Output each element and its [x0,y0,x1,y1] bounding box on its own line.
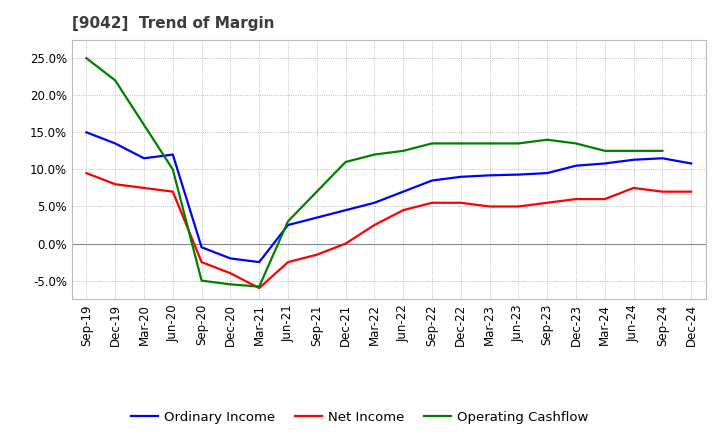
Net Income [399,208,408,213]
Operating Cashflow [111,78,120,83]
Operating Cashflow [370,152,379,157]
Net Income [687,189,696,194]
Operating Cashflow [543,137,552,143]
Net Income [456,200,465,205]
Operating Cashflow [255,284,264,289]
Ordinary Income [629,157,638,162]
Ordinary Income [284,222,292,227]
Ordinary Income [140,156,148,161]
Ordinary Income [572,163,580,169]
Operating Cashflow [485,141,494,146]
Net Income [658,189,667,194]
Operating Cashflow [514,141,523,146]
Operating Cashflow [629,148,638,154]
Operating Cashflow [82,55,91,61]
Net Income [168,189,177,194]
Legend: Ordinary Income, Net Income, Operating Cashflow: Ordinary Income, Net Income, Operating C… [126,405,594,429]
Line: Ordinary Income: Ordinary Income [86,132,691,262]
Net Income [572,196,580,202]
Ordinary Income [485,172,494,178]
Net Income [485,204,494,209]
Ordinary Income [687,161,696,166]
Net Income [629,185,638,191]
Net Income [341,241,350,246]
Net Income [226,271,235,276]
Line: Operating Cashflow: Operating Cashflow [86,58,662,286]
Net Income [284,260,292,265]
Line: Net Income: Net Income [86,173,691,288]
Ordinary Income [255,260,264,265]
Ordinary Income [514,172,523,177]
Operating Cashflow [197,278,206,283]
Operating Cashflow [168,167,177,172]
Text: [9042]  Trend of Margin: [9042] Trend of Margin [72,16,274,32]
Net Income [600,196,609,202]
Net Income [428,200,436,205]
Operating Cashflow [600,148,609,154]
Ordinary Income [370,200,379,205]
Operating Cashflow [572,141,580,146]
Operating Cashflow [399,148,408,154]
Ordinary Income [456,174,465,180]
Operating Cashflow [658,148,667,154]
Operating Cashflow [341,159,350,165]
Ordinary Income [543,170,552,176]
Net Income [111,182,120,187]
Net Income [370,222,379,227]
Operating Cashflow [312,189,321,194]
Operating Cashflow [456,141,465,146]
Ordinary Income [399,189,408,194]
Operating Cashflow [140,122,148,128]
Ordinary Income [312,215,321,220]
Net Income [543,200,552,205]
Operating Cashflow [428,141,436,146]
Operating Cashflow [284,219,292,224]
Net Income [312,252,321,257]
Ordinary Income [226,256,235,261]
Ordinary Income [82,130,91,135]
Ordinary Income [600,161,609,166]
Net Income [82,170,91,176]
Net Income [197,260,206,265]
Ordinary Income [168,152,177,157]
Ordinary Income [341,208,350,213]
Ordinary Income [197,245,206,250]
Operating Cashflow [226,282,235,287]
Net Income [140,185,148,191]
Net Income [255,286,264,291]
Ordinary Income [428,178,436,183]
Net Income [514,204,523,209]
Ordinary Income [658,156,667,161]
Ordinary Income [111,141,120,146]
